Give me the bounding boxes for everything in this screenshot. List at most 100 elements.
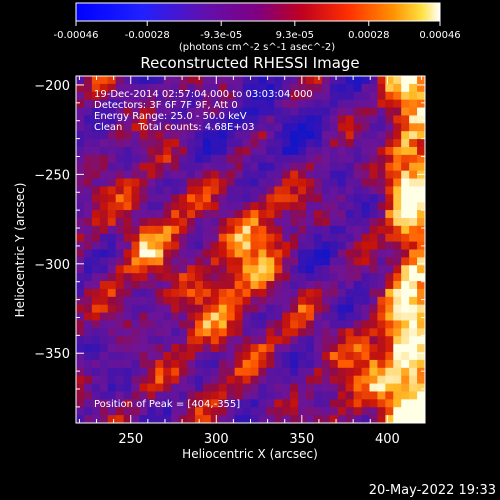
heatmap-cell	[194, 76, 204, 85]
heatmap-cell	[361, 249, 371, 258]
heatmap-cell	[401, 265, 410, 274]
heatmap-cell	[337, 407, 347, 416]
heatmap-cell	[202, 170, 212, 180]
heatmap-cell	[345, 288, 355, 298]
heatmap-cell	[147, 296, 156, 306]
heatmap-cell	[115, 170, 125, 180]
heatmap-cell	[187, 304, 196, 314]
heatmap-cell	[377, 91, 386, 101]
heatmap-cell	[155, 178, 164, 188]
heatmap-cell	[131, 288, 141, 298]
heatmap-cell	[417, 91, 425, 101]
heatmap-cell	[242, 359, 252, 369]
heatmap-cell	[99, 359, 109, 369]
heatmap-cell	[313, 210, 323, 219]
heatmap-cell	[345, 202, 355, 211]
heatmap-cell	[226, 273, 236, 282]
heatmap-cell	[218, 359, 228, 369]
heatmap-cell	[99, 162, 109, 172]
heatmap-cell	[234, 273, 244, 282]
heatmap-cell	[282, 202, 291, 211]
heatmap-cell	[417, 194, 425, 203]
heatmap-cell	[242, 146, 252, 156]
heatmap-cell	[282, 194, 291, 203]
heatmap-cell	[83, 257, 93, 266]
heatmap-cell	[393, 186, 402, 195]
heatmap-cell	[266, 217, 275, 227]
heatmap-cell	[369, 170, 379, 180]
heatmap-cell	[218, 399, 228, 408]
heatmap-cell	[107, 336, 117, 345]
heatmap-cell	[369, 154, 379, 164]
heatmap-cell	[187, 210, 196, 219]
heatmap-cell	[147, 257, 156, 266]
heatmap-cell	[155, 328, 164, 337]
heatmap-cell	[91, 296, 101, 306]
heatmap-cell	[258, 265, 267, 274]
heatmap-cell	[290, 139, 299, 148]
heatmap-cell	[242, 178, 252, 188]
heatmap-cell	[187, 352, 196, 361]
heatmap-cell	[306, 415, 315, 423]
heatmap-cell	[147, 367, 156, 377]
heatmap-cell	[369, 352, 379, 361]
heatmap-cell	[337, 123, 347, 132]
heatmap-cell	[218, 383, 228, 393]
heatmap-cell	[306, 107, 315, 117]
heatmap-cell	[139, 139, 148, 148]
heatmap-cell	[385, 123, 394, 132]
heatmap-cell	[218, 91, 228, 101]
heatmap-cell	[226, 83, 236, 93]
heatmap-cell	[131, 178, 141, 188]
y-tick-label: −200	[34, 79, 70, 94]
heatmap-cell	[218, 131, 228, 140]
heatmap-cell	[83, 83, 93, 93]
heatmap-cell	[361, 328, 371, 337]
heatmap-cell	[290, 202, 299, 211]
heatmap-cell	[115, 139, 125, 148]
heatmap-cell	[298, 281, 307, 290]
heatmap-cell	[337, 146, 347, 156]
heatmap-cell	[329, 352, 339, 361]
heatmap-cell	[306, 91, 315, 101]
heatmap-cell	[76, 367, 85, 377]
heatmap-cell	[210, 194, 220, 203]
heatmap-cell	[337, 352, 347, 361]
heatmap-cell	[353, 146, 363, 156]
heatmap-cell	[385, 131, 394, 140]
heatmap-cell	[131, 91, 141, 101]
heatmap-cell	[409, 241, 418, 251]
heatmap-cell	[417, 115, 425, 124]
heatmap-cell	[361, 186, 371, 195]
heatmap-cell	[210, 265, 220, 274]
heatmap-cell	[187, 146, 196, 156]
heatmap-cell	[274, 115, 283, 124]
heatmap-cell	[202, 76, 212, 85]
heatmap-cell	[345, 225, 355, 235]
heatmap-cell	[417, 320, 425, 329]
heatmap-cell	[194, 320, 204, 329]
heatmap-cell	[107, 265, 117, 274]
heatmap-cell	[306, 367, 315, 377]
heatmap-cell	[345, 257, 355, 266]
heatmap-cell	[210, 115, 220, 124]
heatmap-cell	[115, 249, 125, 258]
heatmap-cell	[313, 83, 323, 93]
heatmap-cell	[107, 91, 117, 101]
heatmap-cell	[393, 375, 402, 385]
heatmap-cell	[266, 288, 275, 298]
heatmap-cell	[306, 265, 315, 274]
heatmap-cell	[76, 399, 85, 408]
heatmap-cell	[290, 265, 299, 274]
heatmap-image	[76, 76, 425, 423]
heatmap-cell	[107, 359, 117, 369]
heatmap-cell	[409, 217, 418, 227]
heatmap-cell	[107, 375, 117, 385]
heatmap-cell	[369, 296, 379, 306]
heatmap-cell	[369, 367, 379, 377]
heatmap-cell	[250, 210, 260, 219]
heatmap-cell	[83, 146, 93, 156]
heatmap-cell	[76, 407, 85, 416]
heatmap-cell	[202, 83, 212, 93]
heatmap-cell	[234, 391, 244, 400]
